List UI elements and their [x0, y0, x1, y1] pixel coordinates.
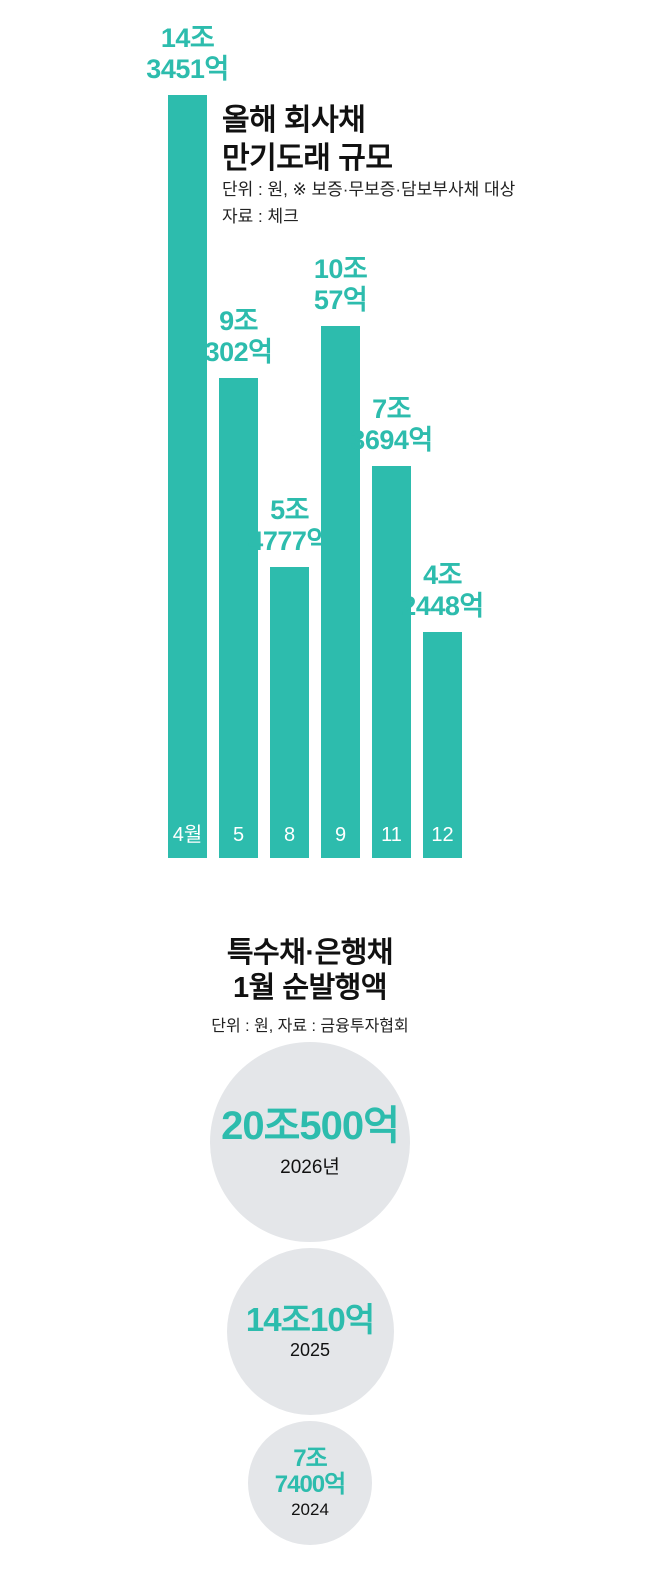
bar-value-label: 10조 57억	[313, 253, 368, 316]
proportional-circle: 20조500억 2026년	[210, 1042, 410, 1242]
bar-category-label: 12	[431, 824, 454, 846]
bar-chart-title: 올해 회사채 만기도래 규모	[222, 102, 393, 179]
circle-value-label: 14조10억	[245, 1300, 375, 1338]
bar-column: 14조 3451억 4월	[146, 23, 229, 858]
bar-value-label-line: 57억	[313, 284, 368, 315]
bar-value-label-line: 10조	[313, 253, 368, 284]
circle-value-label: 7조 7400억	[274, 1444, 346, 1498]
proportional-circle: 14조10억 2025	[226, 1248, 394, 1415]
bar-column: 9조 302억 5	[205, 306, 273, 858]
bar-value-label-line: 3451억	[146, 53, 229, 84]
bar-column: 5조 4777억 8	[248, 495, 331, 858]
bar-column: 7조 3694억 11	[350, 394, 433, 858]
bar-column: 4조 2448억 12	[401, 560, 484, 858]
bar-value-label-line: 2448억	[401, 590, 484, 621]
bar-value-label-line: 5조	[270, 494, 309, 525]
bar-value-label-line: 4조	[423, 559, 462, 590]
circle-value-label: 20조500억	[221, 1104, 400, 1149]
bar-category-label: 8	[283, 824, 296, 846]
circle-year-label: 2024	[291, 1500, 329, 1520]
bar-value-label: 9조 302억	[205, 306, 273, 368]
circle-year-label: 2026년	[280, 1156, 340, 1178]
bar-value-label: 14조 3451억	[146, 22, 229, 85]
circle-year-label: 2025	[289, 1340, 331, 1361]
bar-value-label-line: 14조	[160, 22, 215, 53]
bar: 4월	[168, 95, 207, 858]
bar-category-label: 4월	[172, 824, 203, 846]
circle-chart: 20조500억 2026년 14조10억 2025 7조 7400억 2024	[0, 1042, 620, 1545]
circle-value-label-line: 20조500억	[221, 1104, 400, 1149]
bar-value-label-line: 7조	[372, 393, 411, 424]
bar-category-label: 5	[232, 824, 245, 846]
bar-value-label-line: 3694억	[350, 424, 433, 455]
circle-value-label-line: 7조	[293, 1444, 327, 1472]
bar-chart-source: 자료 : 체크	[222, 207, 299, 226]
bar-column: 10조 57억 9	[314, 254, 368, 858]
bar-chart: 14조 3451억 4월 9조 302억 5 5조 4777억 8 10조 57억 9 7조 3694억 1…	[146, 23, 484, 858]
bar: 9	[321, 326, 360, 858]
proportional-circle: 7조 7400억 2024	[248, 1421, 372, 1545]
bar-value-label-line: 302억	[204, 336, 273, 367]
bar-value-label: 5조 4777억	[248, 494, 331, 557]
circle-value-label-line: 14조10억	[245, 1300, 375, 1338]
bar-chart-title-line2: 만기도래 규모	[222, 142, 393, 176]
bar-chart-title-line1: 올해 회사채	[222, 104, 366, 137]
bar-value-label: 7조 3694억	[350, 393, 433, 456]
bar: 8	[270, 567, 309, 858]
bar-value-label-line: 4777억	[248, 525, 331, 556]
circle-chart-title: 특수채·은행채 1월 순발행액	[0, 936, 620, 1007]
bar: 5	[219, 378, 258, 858]
bar: 11	[372, 466, 411, 858]
circle-chart-title-line1: 특수채·은행채	[226, 937, 394, 969]
bar-category-label: 9	[334, 824, 347, 846]
bar-value-label: 4조 2448억	[401, 559, 484, 622]
circle-chart-title-line2: 1월 순발행액	[232, 972, 388, 1005]
bar: 12	[423, 632, 462, 858]
bar-category-label: 11	[381, 824, 402, 846]
circle-chart-unit-source: 단위 : 원, 자료 : 금융투자협회	[211, 1018, 409, 1035]
circle-value-label-line: 7400억	[274, 1470, 346, 1498]
bar-chart-unit-note: 단위 : 원, ※ 보증·무보증·담보부사채 대상	[222, 180, 516, 199]
bar-value-label-line: 9조	[219, 305, 258, 336]
